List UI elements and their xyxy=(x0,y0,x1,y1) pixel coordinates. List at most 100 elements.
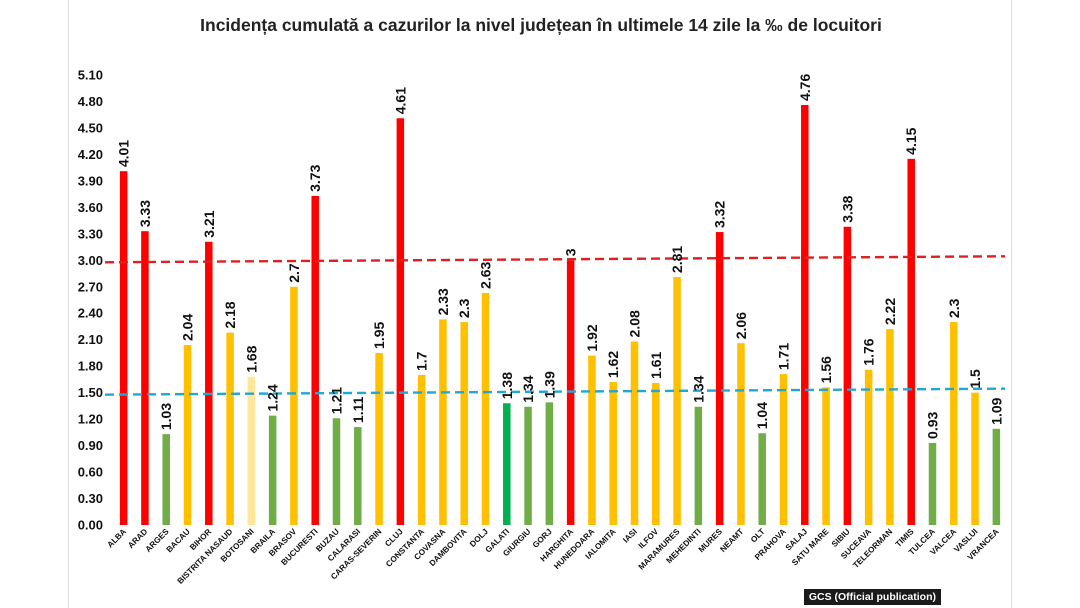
bar-brasov xyxy=(290,286,298,525)
data-label: 1.21 xyxy=(329,387,345,414)
bar-vrancea xyxy=(992,428,1001,525)
y-tick-label: 2.70 xyxy=(78,279,103,294)
data-label: 2.18 xyxy=(222,301,238,328)
chart-frame: Incidența cumulată a cazurilor la nivel … xyxy=(68,0,1012,608)
data-label: 1.11 xyxy=(350,396,366,423)
y-tick-label: 3.00 xyxy=(78,253,103,268)
bar-caras-severin xyxy=(375,352,383,525)
data-label: 1.62 xyxy=(605,351,621,378)
bar-giurgiu xyxy=(524,406,532,525)
data-label: 1.39 xyxy=(541,371,557,398)
data-label: 1.38 xyxy=(499,372,515,399)
bar-sibiu xyxy=(843,226,852,525)
bar-satu-mare xyxy=(822,387,830,525)
data-label: 3.73 xyxy=(307,164,323,191)
bar-prahova xyxy=(779,374,788,525)
data-label: 2.63 xyxy=(478,261,494,288)
data-label: 2.06 xyxy=(733,312,749,339)
bar-galati xyxy=(503,403,511,525)
x-tick-label: BACAU xyxy=(165,527,192,554)
bar-buzau xyxy=(332,418,341,525)
bar-iasi xyxy=(630,341,639,525)
y-tick-label: 3.60 xyxy=(78,200,103,215)
y-tick-label: 0.30 xyxy=(78,491,103,506)
reference-line xyxy=(104,387,1006,396)
x-tick-label: IASI xyxy=(621,527,639,545)
bar-mehedinti xyxy=(694,406,703,525)
data-label: 1.24 xyxy=(265,384,281,411)
credit-badge: GCS (Official publication) xyxy=(803,589,941,605)
bar-arges xyxy=(162,434,170,525)
bar-covasna xyxy=(439,319,447,525)
bar-olt xyxy=(758,433,766,525)
bar-calarasi xyxy=(354,427,362,525)
bar-constanta xyxy=(417,375,426,525)
y-tick-label: 2.40 xyxy=(78,306,103,321)
bar-dolj xyxy=(481,292,490,525)
bar-ilfov xyxy=(652,382,660,525)
bar-tulcea xyxy=(928,442,937,525)
x-tick-label: NEAMT xyxy=(718,527,745,554)
chart-title: Incidența cumulată a cazurilor la nivel … xyxy=(200,15,882,35)
bar-teleorman xyxy=(886,329,894,525)
data-label: 1.5 xyxy=(967,369,983,389)
data-label: 1.95 xyxy=(371,321,387,348)
y-tick-label: 4.20 xyxy=(78,147,103,162)
bar-bihor xyxy=(205,241,213,525)
bars xyxy=(119,105,1001,526)
y-tick-label: 3.30 xyxy=(78,226,103,241)
data-label: 3.21 xyxy=(201,210,217,237)
data-label: 1.76 xyxy=(861,338,877,365)
y-tick-label: 0.00 xyxy=(78,518,103,533)
data-label: 3 xyxy=(563,248,579,256)
y-tick-label: 0.60 xyxy=(78,465,103,480)
data-label: 1.09 xyxy=(988,397,1004,424)
data-label: 3.33 xyxy=(137,200,153,227)
data-label: 1.34 xyxy=(520,375,536,402)
bar-alba xyxy=(119,171,128,526)
y-axis: 0.00 0.30 0.60 0.90 1.20 1.50 1.80 2.10 2.40 2.70… xyxy=(78,68,103,533)
x-tick-label: OLT xyxy=(749,527,767,545)
bar-vaslui xyxy=(971,392,979,525)
data-label: 4.01 xyxy=(116,140,132,167)
bar-valcea xyxy=(950,322,958,525)
bar-maramures xyxy=(673,277,681,525)
data-label: 1.92 xyxy=(584,324,600,351)
bar-gorj xyxy=(545,402,554,525)
bar-bistrita-nasaud xyxy=(226,332,234,525)
data-label: 4.61 xyxy=(392,87,408,114)
y-tick-label: 1.50 xyxy=(78,385,103,400)
bar-arad xyxy=(141,231,149,526)
data-label: 2.33 xyxy=(435,288,451,315)
y-tick-label: 1.20 xyxy=(78,412,103,427)
data-label: 2.3 xyxy=(946,298,962,318)
reference-lines xyxy=(104,255,1006,396)
data-label: 2.81 xyxy=(669,246,685,273)
data-labels: 4.01 3.33 1.03 2.04 3.21 2.18 1.68 1.24 2.7 3.73 1… xyxy=(116,74,1005,439)
y-tick-label: 1.80 xyxy=(78,359,103,374)
bar-dambovita xyxy=(460,322,468,525)
bar-braila xyxy=(268,415,277,525)
data-label: 3.38 xyxy=(839,195,855,222)
data-label: 1.71 xyxy=(776,343,792,370)
bar-botosani xyxy=(247,376,256,525)
data-label: 1.7 xyxy=(414,351,430,371)
data-label: 2.7 xyxy=(286,263,302,283)
data-label: 2.22 xyxy=(882,298,898,325)
data-label: 3.32 xyxy=(712,201,728,228)
data-label: 2.04 xyxy=(180,314,196,341)
data-label: 1.56 xyxy=(818,356,834,383)
data-label: 1.34 xyxy=(690,375,706,402)
y-tick-label: 2.10 xyxy=(78,332,103,347)
bar-bucuresti xyxy=(311,195,319,525)
reference-line xyxy=(104,255,1006,264)
data-label: 0.93 xyxy=(925,411,941,438)
data-label: 2.3 xyxy=(456,298,472,318)
bar-timis xyxy=(907,158,915,525)
bar-cluj xyxy=(396,118,405,525)
bar-suceava xyxy=(864,369,873,525)
y-tick-label: 5.10 xyxy=(78,68,103,83)
bar-hunedoara xyxy=(588,355,596,525)
y-tick-label: 3.90 xyxy=(78,173,103,188)
